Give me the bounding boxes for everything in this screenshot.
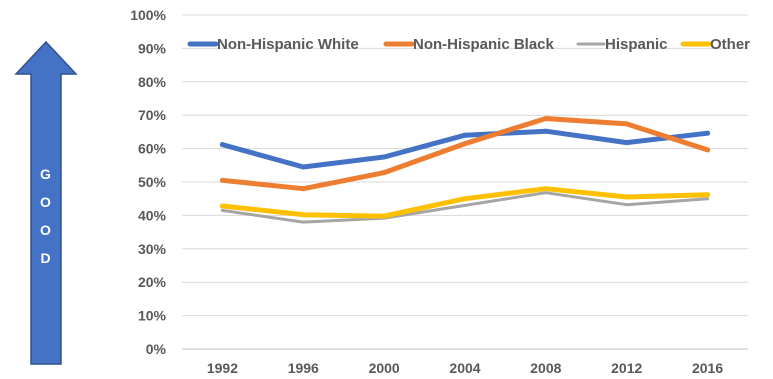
data-point: [300, 164, 306, 170]
data-point: [624, 140, 630, 146]
y-tick-label: 90%: [138, 40, 167, 56]
data-point: [381, 154, 387, 160]
y-tick-label: 20%: [138, 274, 167, 290]
arrow-letter: O: [40, 222, 52, 238]
data-point: [462, 141, 468, 147]
data-point: [219, 177, 225, 183]
data-point: [705, 147, 711, 153]
y-tick-label: 60%: [138, 141, 167, 157]
x-tick-label: 2012: [611, 360, 642, 376]
data-point: [624, 194, 630, 200]
y-tick-label: 0%: [146, 341, 167, 357]
data-point: [219, 203, 225, 209]
y-tick-label: 50%: [138, 174, 167, 190]
data-point: [381, 213, 387, 219]
data-point: [462, 132, 468, 138]
data-point: [300, 212, 306, 218]
data-point: [220, 208, 224, 212]
data-point: [463, 203, 467, 207]
data-point: [624, 121, 630, 127]
up-arrow-icon: [14, 40, 78, 365]
arrow-label: G O O D: [30, 160, 62, 272]
y-tick-label: 30%: [138, 241, 167, 257]
x-tick-label: 2000: [369, 360, 400, 376]
x-tick-label: 2016: [692, 360, 723, 376]
data-point: [300, 186, 306, 192]
legend-label: Other: [710, 36, 750, 53]
series-line: [219, 186, 711, 219]
data-point: [705, 130, 711, 136]
data-point: [706, 197, 710, 201]
y-tick-label: 80%: [138, 74, 167, 90]
data-point: [543, 186, 549, 192]
data-point: [625, 203, 629, 207]
series-line: [219, 116, 711, 192]
y-tick-label: 10%: [138, 308, 167, 324]
y-tick-label: 100%: [130, 7, 166, 23]
y-tick-label: 70%: [138, 107, 167, 123]
legend-label: Hispanic: [605, 36, 668, 53]
data-point: [462, 196, 468, 202]
arrow-letter: G: [40, 166, 52, 182]
data-point: [543, 116, 549, 122]
y-tick-label: 40%: [138, 207, 167, 223]
data-point: [705, 192, 711, 198]
data-point: [543, 128, 549, 134]
data-point: [544, 191, 548, 195]
x-tick-label: 1992: [207, 360, 238, 376]
x-tick-label: 2008: [530, 360, 561, 376]
legend-label: Non-Hispanic Black: [413, 36, 555, 53]
arrow-letter: O: [40, 194, 52, 210]
legend-label: Non-Hispanic White: [217, 36, 359, 53]
data-point: [219, 142, 225, 148]
x-tick-label: 2004: [449, 360, 480, 376]
data-point: [301, 220, 305, 224]
x-tick-label: 1996: [288, 360, 319, 376]
data-point: [381, 170, 387, 176]
arrow-letter: D: [40, 250, 52, 266]
